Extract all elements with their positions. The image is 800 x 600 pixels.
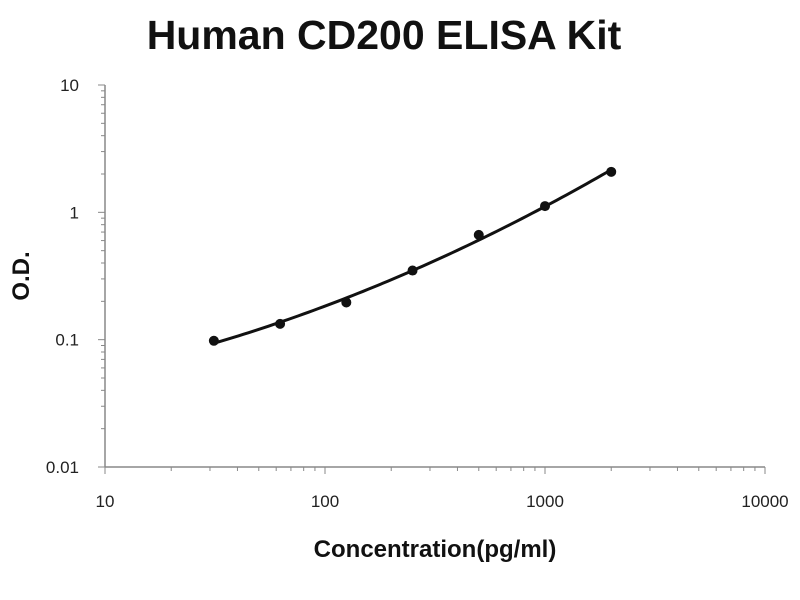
fit-curve: [212, 168, 613, 345]
y-tick-label: 0.01: [46, 458, 79, 477]
data-point: [540, 201, 550, 212]
data-point: [341, 297, 352, 308]
x-tick-label: 1000: [526, 492, 564, 511]
y-tick-label: 0.1: [55, 331, 79, 350]
x-tick-label: 100: [311, 492, 339, 511]
y-tick-label: 10: [60, 76, 79, 95]
x-axis-label: Concentration(pg/ml): [313, 536, 557, 563]
data-point: [473, 229, 484, 240]
data-point: [606, 166, 617, 177]
chart-title: Human CD200 ELISA Kit: [146, 12, 622, 58]
data-point: [275, 318, 286, 329]
x-tick-label: 10: [96, 492, 115, 511]
x-tick-label: 10000: [741, 492, 788, 511]
data-point: [208, 335, 219, 346]
data-point: [407, 265, 418, 276]
y-tick-label: 1: [70, 203, 79, 222]
